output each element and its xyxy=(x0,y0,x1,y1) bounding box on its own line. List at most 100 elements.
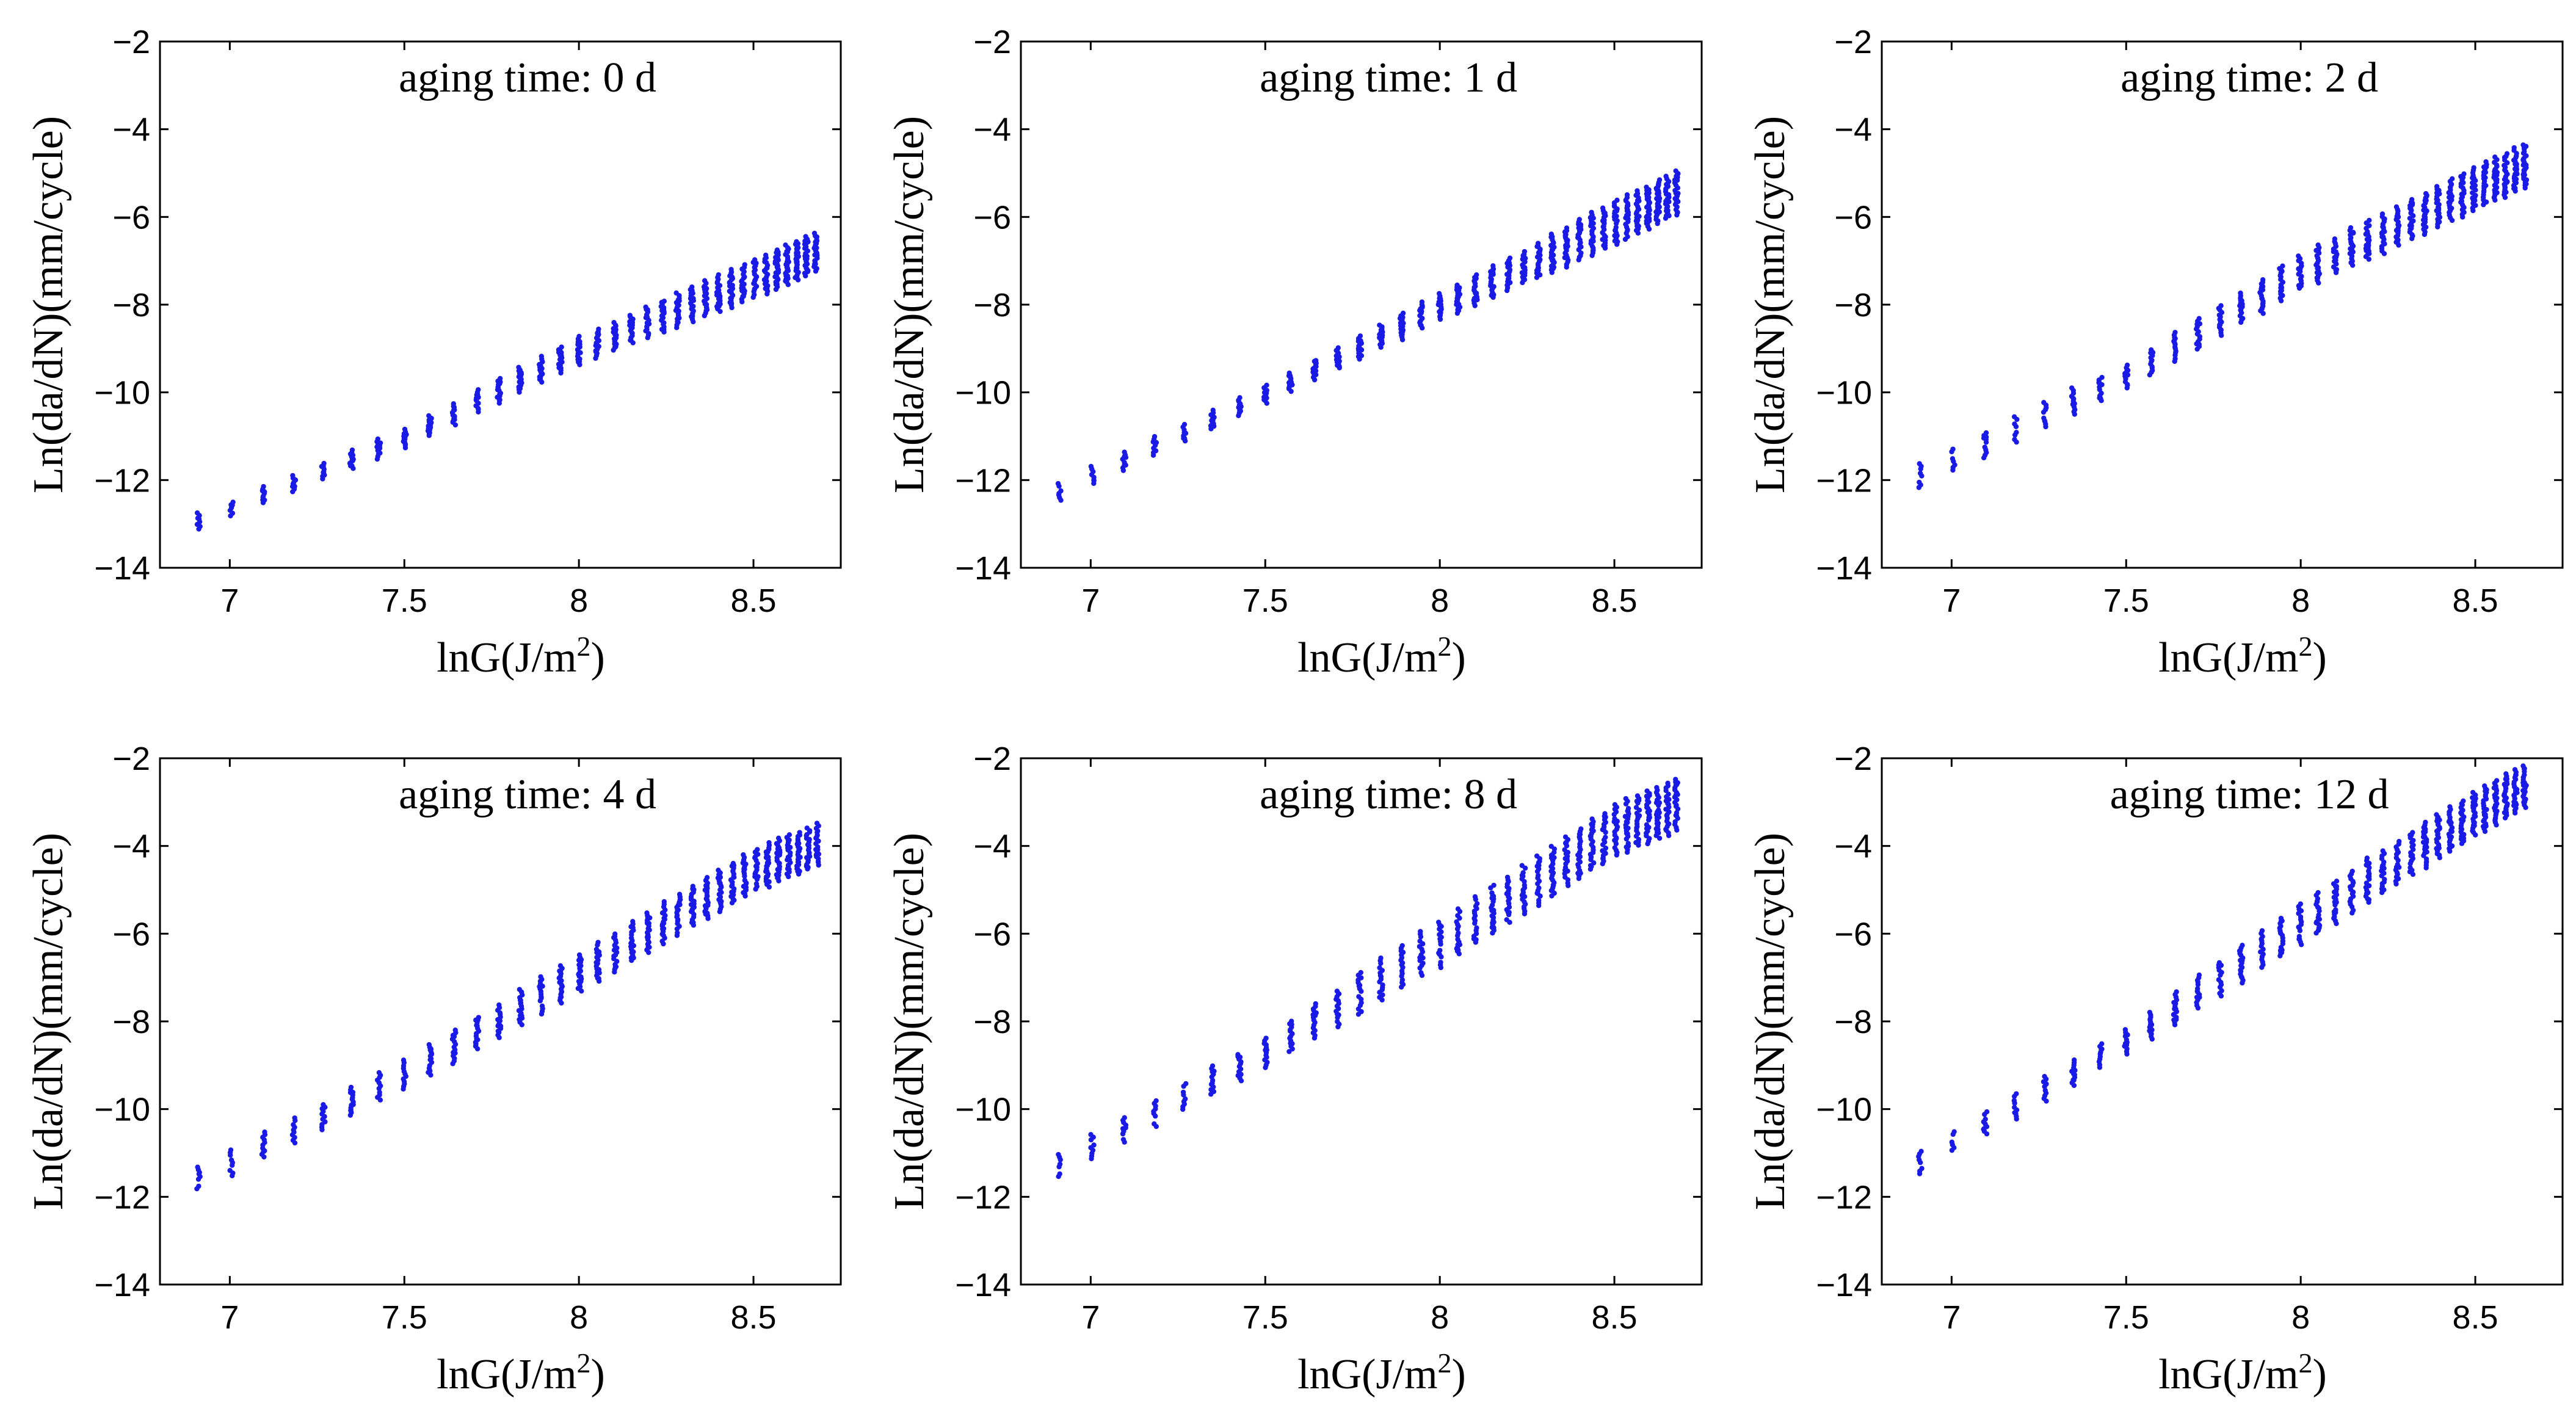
y-tick-label: −14 xyxy=(955,550,1011,587)
data-point xyxy=(675,930,680,936)
panel-4: 7 7.5 8 8.5 −14 −12 −10 −8 −6 −4 −2 aging time: 4 d… xyxy=(25,741,842,1398)
data-point xyxy=(1589,209,1594,215)
data-point xyxy=(426,413,432,419)
data-point xyxy=(786,832,793,838)
data-point xyxy=(2011,414,2017,419)
data-point xyxy=(1983,1116,1988,1122)
data-point xyxy=(2194,985,2200,991)
panel-title: aging time: 12 d xyxy=(2110,771,2389,818)
x-tick-label: 8 xyxy=(570,582,588,619)
data-point xyxy=(811,230,818,236)
data-point xyxy=(1612,802,1618,808)
data-point xyxy=(2380,848,2386,854)
data-point xyxy=(1418,929,1423,934)
data-point xyxy=(2423,190,2429,197)
data-point xyxy=(1983,430,1989,436)
data-point xyxy=(1522,248,1528,255)
data-point xyxy=(1654,785,1660,791)
data-point xyxy=(2470,789,2476,796)
data-point xyxy=(1603,835,1608,840)
data-point xyxy=(1548,844,1554,849)
data-point xyxy=(1263,1035,1269,1041)
data-point xyxy=(348,1084,354,1090)
data-point xyxy=(2407,864,2413,871)
data-point xyxy=(1564,225,1570,231)
y-tick-label: −4 xyxy=(112,828,150,865)
panel-5: 7 7.5 8 8.5 −14 −12 −10 −8 −6 −4 −2 aging time: 8 d… xyxy=(886,741,1703,1398)
data-point xyxy=(2298,901,2304,907)
data-point xyxy=(2461,171,2467,177)
data-point xyxy=(2041,400,2047,405)
data-point xyxy=(1377,322,1382,328)
data-point xyxy=(2423,856,2429,862)
data-point xyxy=(1663,173,1669,179)
x-tick-label: 8.5 xyxy=(731,1299,777,1336)
data-point xyxy=(2379,211,2386,217)
data-point xyxy=(426,1042,432,1048)
y-tick-label: −8 xyxy=(973,1004,1011,1040)
data-point xyxy=(517,987,523,992)
data-point xyxy=(228,1147,234,1153)
data-point xyxy=(1624,192,1630,198)
data-point xyxy=(730,861,736,866)
data-point xyxy=(1088,1132,1094,1137)
data-point xyxy=(1644,184,1649,190)
y-tick-label: −4 xyxy=(112,112,150,148)
data-point xyxy=(2099,374,2105,380)
data-point xyxy=(1656,807,1661,813)
x-tick-label: 7 xyxy=(1942,1299,1961,1336)
x-axis-label: lnG(J/m2) xyxy=(437,631,605,681)
panel-title: aging time: 0 d xyxy=(399,54,656,101)
panel-2: 7 7.5 8 8.5 −14 −12 −10 −8 −6 −4 −2 aging time: 1 d… xyxy=(886,24,1703,681)
data-point xyxy=(595,940,601,945)
data-point xyxy=(1356,994,1362,999)
panel-title: aging time: 1 d xyxy=(1260,54,1517,101)
data-point xyxy=(1357,333,1363,339)
data-point xyxy=(2172,356,2178,361)
data-point xyxy=(1614,197,1620,203)
y-tick-label: −14 xyxy=(1816,1267,1872,1303)
data-point xyxy=(797,830,802,835)
y-axis-label: Ln(da/dN)(mm/cycle) xyxy=(25,116,72,493)
data-point xyxy=(2012,1104,2017,1111)
data-point xyxy=(643,304,648,310)
data-point xyxy=(794,239,799,244)
data-point xyxy=(2122,1027,2128,1032)
data-point xyxy=(1399,943,1405,949)
data-point xyxy=(2364,855,2370,861)
data-point xyxy=(1491,882,1497,888)
data-point xyxy=(702,278,708,283)
data-point xyxy=(1673,168,1678,174)
plot-frame xyxy=(1020,757,1703,1286)
data-point xyxy=(2149,347,2154,353)
data-point xyxy=(2042,1087,2048,1093)
data-point xyxy=(1055,480,1061,487)
data-point xyxy=(451,401,456,407)
data-point xyxy=(1417,938,1423,944)
data-point xyxy=(1335,345,1341,350)
y-tick-label: −14 xyxy=(94,1267,150,1303)
data-point xyxy=(2296,933,2302,940)
y-tick-label: −12 xyxy=(94,462,150,499)
data-point xyxy=(1562,864,1569,871)
data-point xyxy=(1982,444,1987,450)
data-point xyxy=(704,875,710,880)
data-point xyxy=(753,881,760,886)
data-point xyxy=(230,499,236,505)
data-point xyxy=(1919,1165,1925,1172)
data-point xyxy=(766,839,772,846)
data-point xyxy=(2471,165,2476,170)
data-point xyxy=(1666,791,1671,797)
data-point xyxy=(1612,845,1617,850)
data-point xyxy=(559,344,564,350)
data-point xyxy=(2332,236,2338,242)
data-point xyxy=(1474,272,1479,278)
y-tick-label: −4 xyxy=(973,828,1011,865)
data-point xyxy=(292,1115,297,1121)
data-point xyxy=(2483,159,2489,165)
y-tick-label: −2 xyxy=(973,741,1011,777)
x-axis-label: lnG(J/m2) xyxy=(1297,1347,1466,1398)
y-tick-label: −6 xyxy=(1834,916,1872,952)
data-point xyxy=(2042,1073,2047,1079)
data-point xyxy=(804,825,810,831)
